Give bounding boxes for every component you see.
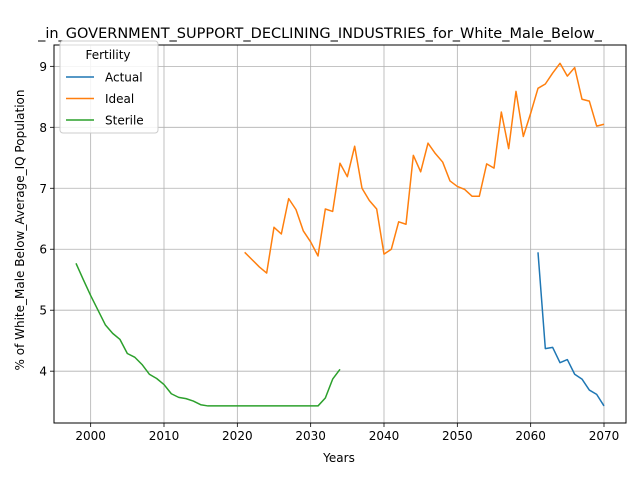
legend-title: Fertility bbox=[85, 48, 130, 62]
y-tick-label: 5 bbox=[39, 304, 47, 318]
y-tick-label: 9 bbox=[39, 60, 47, 74]
x-tick-label: 2000 bbox=[75, 429, 106, 443]
legend-label-ideal: Ideal bbox=[105, 92, 134, 106]
x-tick-label: 2040 bbox=[369, 429, 400, 443]
y-axis-label: % of White_Male Below_Average_IQ Populat… bbox=[13, 90, 27, 371]
y-tick-label: 7 bbox=[39, 182, 47, 196]
y-tick-label: 4 bbox=[39, 365, 47, 379]
y-tick-label: 8 bbox=[39, 121, 47, 135]
chart-title: _in_GOVERNMENT_SUPPORT_DECLINING_INDUSTR… bbox=[37, 26, 603, 42]
legend-label-actual: Actual bbox=[105, 71, 143, 85]
x-axis-label: Years bbox=[322, 451, 355, 465]
legend-label-sterile: Sterile bbox=[105, 114, 144, 128]
series-line-actual bbox=[537, 252, 605, 407]
legend-box bbox=[59, 40, 159, 134]
y-axis-ticks: 4 5 6 7 8 9 bbox=[39, 60, 54, 379]
plot-frame bbox=[53, 44, 627, 424]
y-tick-label: 6 bbox=[39, 243, 47, 257]
x-tick-label: 2050 bbox=[442, 429, 473, 443]
x-tick-label: 2010 bbox=[149, 429, 180, 443]
series-line-sterile bbox=[75, 262, 341, 407]
x-tick-label: 2020 bbox=[222, 429, 253, 443]
x-tick-label: 2070 bbox=[589, 429, 620, 443]
x-tick-label: 2060 bbox=[515, 429, 546, 443]
x-tick-label: 2030 bbox=[295, 429, 326, 443]
series-line-ideal bbox=[244, 62, 605, 274]
legend: Fertility Actual Ideal Sterile bbox=[59, 40, 159, 134]
series-lines bbox=[75, 62, 605, 407]
x-axis-ticks: 2000 2010 2020 2030 2040 2050 2060 2070 bbox=[75, 423, 619, 443]
